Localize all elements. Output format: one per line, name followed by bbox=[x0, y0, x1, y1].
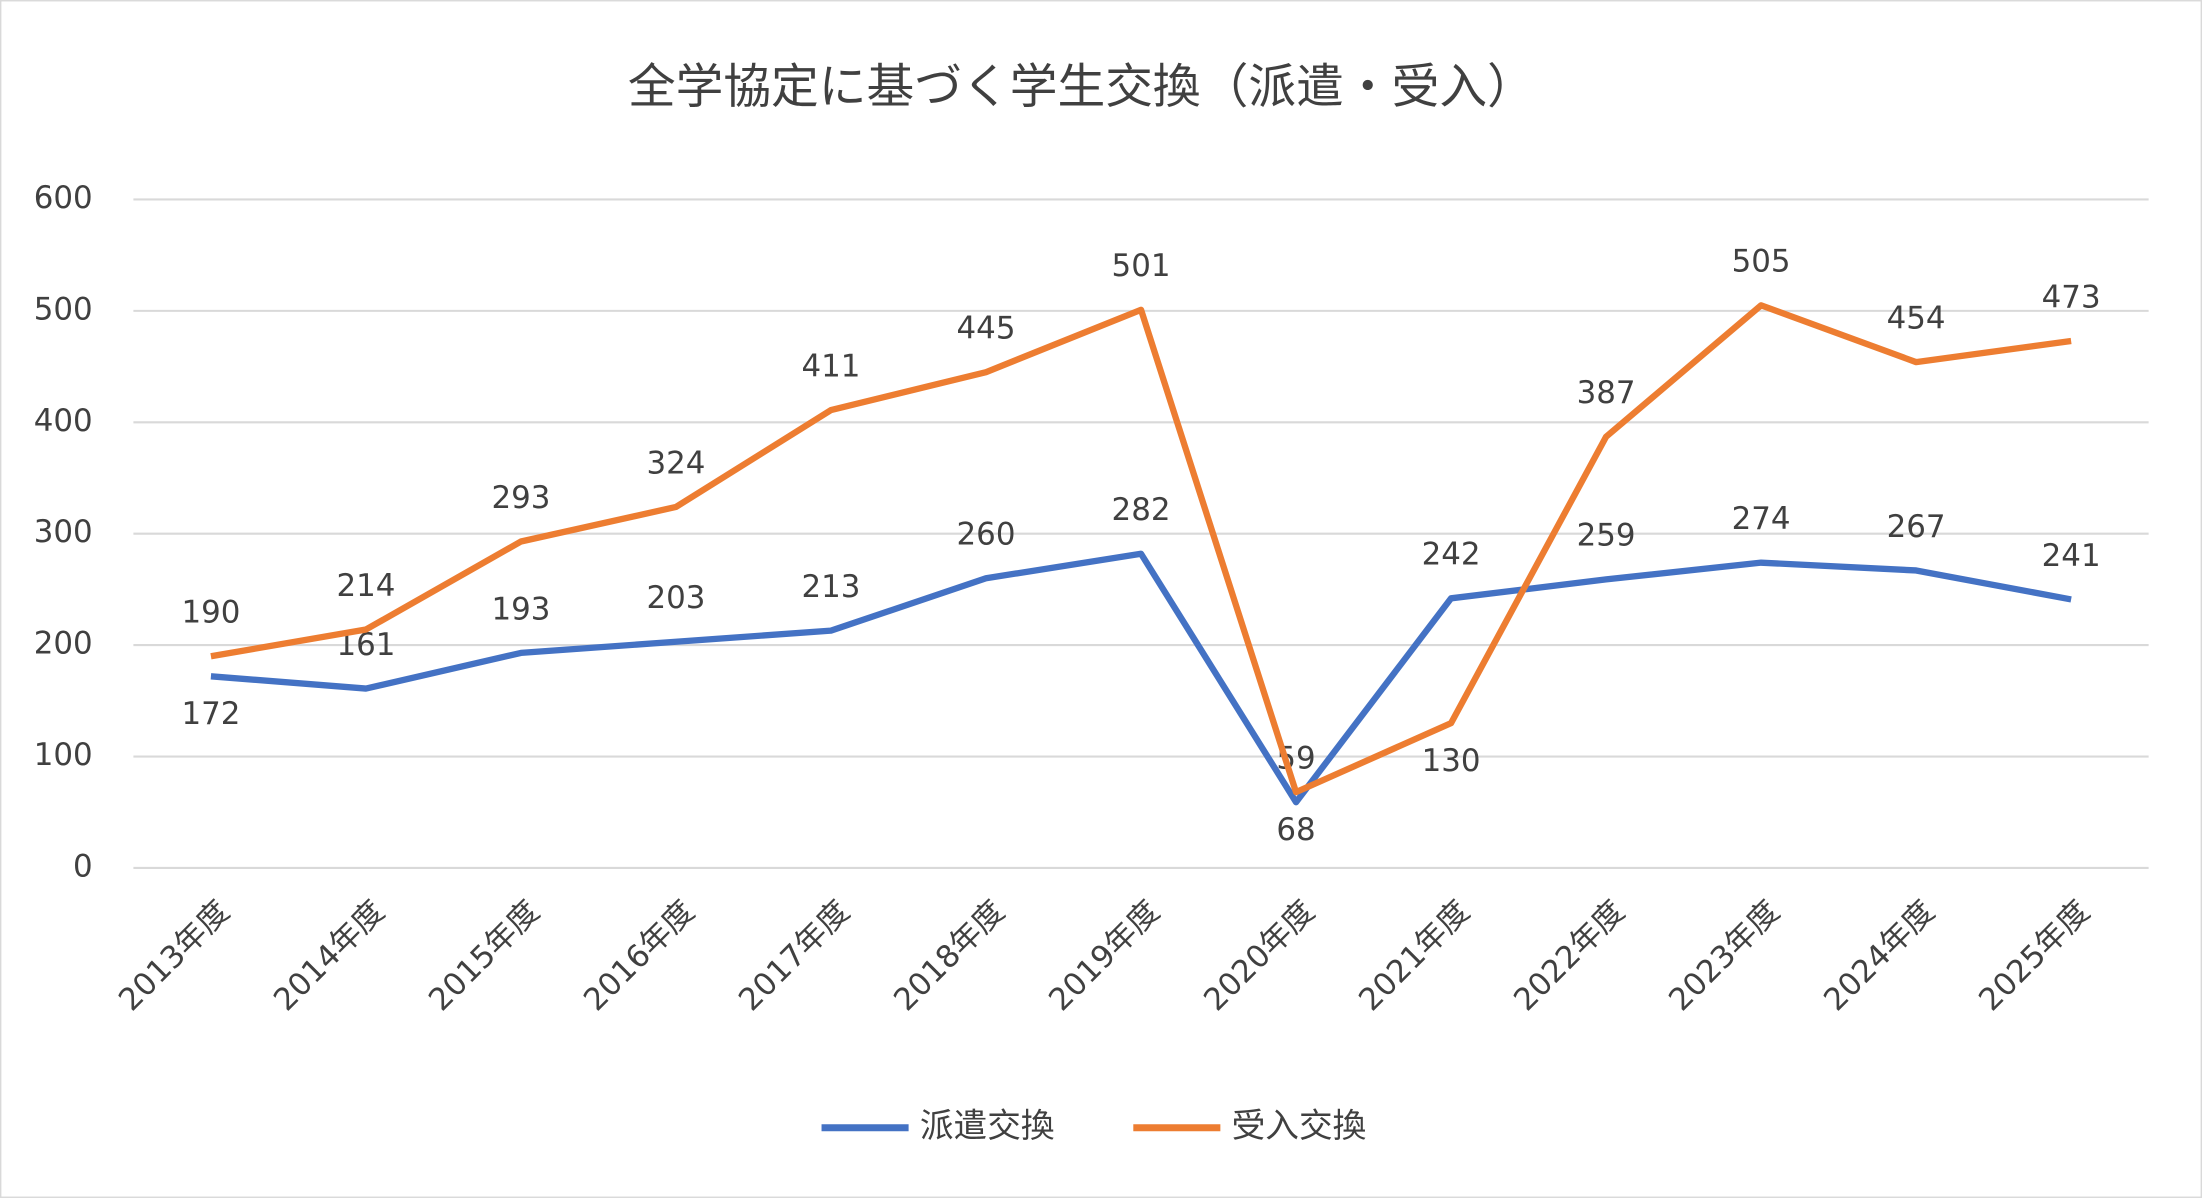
data-label: 274 bbox=[1732, 501, 1791, 537]
legend-label: 派遣交換 bbox=[920, 1106, 1055, 1145]
data-label: 454 bbox=[1887, 300, 1946, 336]
chart-title: 全学協定に基づく学生交換（派遣・受入） bbox=[628, 60, 1535, 115]
data-label: 473 bbox=[2042, 279, 2101, 315]
data-label: 259 bbox=[1577, 518, 1636, 554]
data-label: 68 bbox=[1276, 812, 1315, 848]
data-label: 190 bbox=[181, 595, 240, 631]
y-tick-label: 500 bbox=[34, 291, 93, 327]
data-label: 505 bbox=[1732, 244, 1791, 280]
data-label: 324 bbox=[647, 445, 706, 481]
legend-label: 受入交換 bbox=[1232, 1106, 1367, 1145]
y-tick-label: 600 bbox=[34, 180, 93, 216]
data-label: 241 bbox=[2042, 538, 2101, 574]
data-label: 387 bbox=[1577, 375, 1636, 411]
data-label: 172 bbox=[181, 696, 240, 732]
data-label: 203 bbox=[647, 580, 706, 616]
data-label: 411 bbox=[802, 348, 861, 384]
data-label: 267 bbox=[1887, 509, 1946, 545]
data-label: 130 bbox=[1422, 743, 1481, 779]
data-label: 282 bbox=[1112, 492, 1171, 528]
y-tick-label: 200 bbox=[34, 626, 93, 662]
data-label: 445 bbox=[957, 311, 1016, 347]
series-line bbox=[210, 302, 2072, 796]
series-line bbox=[210, 550, 2072, 806]
y-tick-label: 400 bbox=[34, 403, 93, 439]
data-label: 501 bbox=[1112, 248, 1171, 284]
data-label: 193 bbox=[491, 591, 550, 627]
y-tick-label: 100 bbox=[34, 737, 93, 773]
y-tick-label: 300 bbox=[34, 514, 93, 550]
data-label: 213 bbox=[802, 569, 861, 605]
data-label: 260 bbox=[957, 517, 1016, 553]
data-label: 214 bbox=[336, 568, 395, 604]
data-label: 293 bbox=[491, 480, 550, 516]
data-label: 242 bbox=[1422, 537, 1481, 573]
y-tick-label: 0 bbox=[73, 848, 93, 884]
